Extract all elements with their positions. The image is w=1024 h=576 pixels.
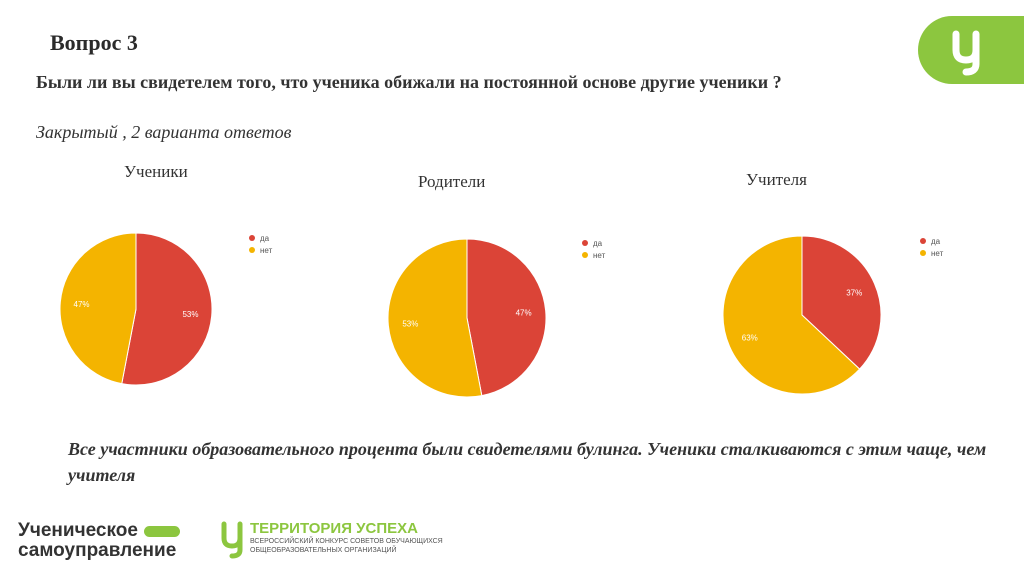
legend-item-no: нет — [582, 249, 605, 261]
logo-right-title: ТЕРРИТОРИЯ УСПЕХА — [250, 520, 418, 537]
pie-slice-no — [387, 238, 483, 398]
pie-label-no: 53% — [402, 319, 418, 328]
chart-title-students: Ученики — [124, 162, 188, 181]
brand-u-icon — [952, 30, 980, 76]
legend-swatch-no — [582, 252, 588, 258]
legend-swatch-yes — [582, 240, 588, 246]
chart-title-parents: Родители — [418, 172, 486, 191]
logo-u-icon — [221, 521, 243, 559]
pie-slice-no — [722, 235, 861, 395]
pie-slice-no — [59, 232, 137, 385]
legend-label-yes: да — [593, 238, 603, 248]
legend-item-yes: да — [249, 232, 272, 244]
question-type: Закрытый , 2 варианта ответов — [36, 122, 292, 142]
pie-label-yes: 53% — [182, 310, 198, 319]
legend-label-yes: да — [931, 236, 941, 246]
pie-chart-parents: 47% 53% — [387, 238, 547, 398]
pie-slice-yes — [801, 235, 882, 370]
brand-tab — [918, 16, 1024, 84]
legend-parents: да нет — [582, 237, 605, 261]
logo-left-line2: самоуправление — [18, 540, 177, 561]
pie-chart-students: 53% 47% — [59, 232, 213, 386]
legend-label-no: нет — [931, 248, 944, 258]
pie-label-no: 63% — [742, 334, 758, 343]
legend-swatch-no — [920, 250, 926, 256]
legend-label-yes: да — [260, 233, 270, 243]
legend-swatch-no — [249, 247, 255, 253]
pie-label-yes: 47% — [516, 309, 532, 318]
conclusion-text: Все участники образовательного процента … — [68, 439, 987, 485]
logo-toggle-icon — [143, 525, 180, 537]
logo-territory-of-success: ТЕРРИТОРИЯ УСПЕХА ВСЕРОССИЙСКИЙ КОНКУРС … — [218, 520, 443, 560]
pie-label-yes: 37% — [846, 288, 862, 297]
legend-item-no: нет — [920, 247, 943, 259]
legend-label-no: нет — [593, 250, 606, 260]
legend-item-yes: да — [920, 235, 943, 247]
legend-teachers: да нет — [920, 235, 943, 259]
legend-swatch-yes — [249, 235, 255, 241]
logo-left-line1: Ученическое — [18, 520, 138, 541]
question-text: Были ли вы свидетелем того, что ученика … — [36, 72, 782, 92]
chart-title-teachers: Учителя — [746, 170, 807, 189]
slide-title: Вопрос 3 — [50, 30, 138, 55]
pie-slice-yes — [466, 238, 547, 397]
logo-right-sub1: ВСЕРОССИЙСКИЙ КОНКУРС СОВЕТОВ ОБУЧАЮЩИХС… — [250, 538, 443, 545]
pie-label-no: 47% — [74, 300, 90, 309]
logo-student-self-government: Ученическое самоуправление — [18, 520, 180, 562]
legend-item-yes: да — [582, 237, 605, 249]
pie-slice-yes — [121, 232, 213, 386]
legend-item-no: нет — [249, 244, 272, 256]
legend-students: да нет — [249, 232, 272, 256]
legend-swatch-yes — [920, 238, 926, 244]
logo-right-sub2: ОБЩЕОБРАЗОВАТЕЛЬНЫХ ОРГАНИЗАЦИЙ — [250, 547, 397, 554]
pie-chart-teachers: 37% 63% — [722, 235, 882, 395]
legend-label-no: нет — [260, 245, 273, 255]
